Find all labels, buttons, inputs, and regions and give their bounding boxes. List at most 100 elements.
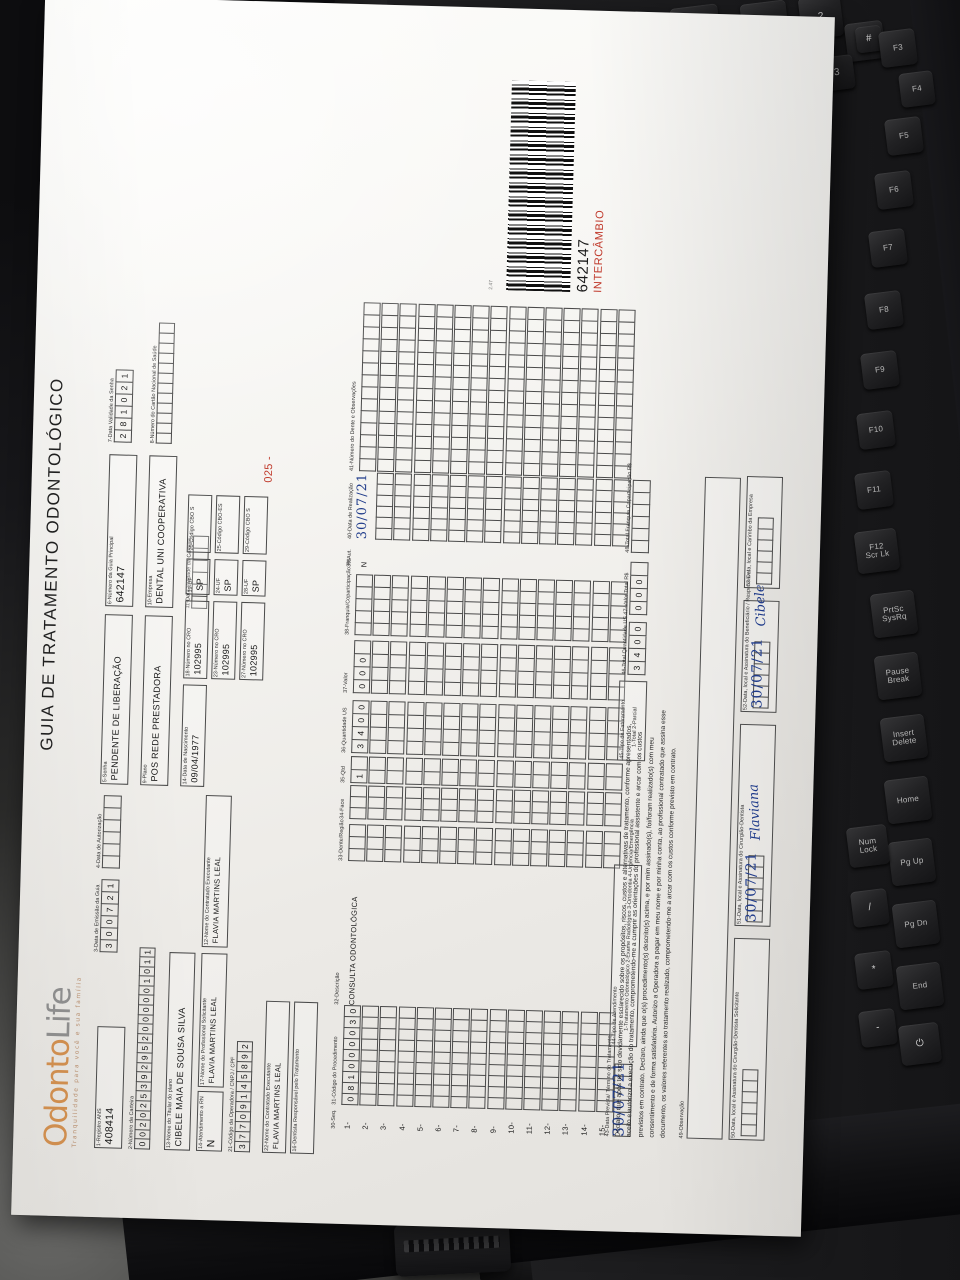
- key-f4[interactable]: F4: [898, 70, 936, 108]
- digit-comb: [516, 644, 536, 699]
- digit-comb: [630, 479, 651, 554]
- digit-comb: [541, 1010, 562, 1111]
- key-/[interactable]: /: [849, 887, 891, 929]
- digit-comb: [577, 308, 600, 478]
- key-f7[interactable]: F7: [867, 227, 909, 269]
- key-f11[interactable]: F11: [853, 469, 895, 511]
- key-prtsc-sysrq[interactable]: PrtSc SysRq: [869, 589, 919, 639]
- key-pg-dn[interactable]: Pg Dn: [891, 899, 941, 949]
- row-seq: 1-: [342, 1121, 352, 1130]
- row-seq: 7-: [451, 1124, 461, 1133]
- digit-comb: [461, 643, 481, 697]
- digit-comb: [475, 827, 494, 866]
- key-f5[interactable]: F5: [883, 115, 925, 157]
- digit-comb: [389, 641, 408, 695]
- key-f3[interactable]: F3: [877, 27, 919, 69]
- digit-comb: [425, 642, 445, 696]
- digit-comb: [377, 1005, 398, 1107]
- row-seq: 8-: [469, 1125, 480, 1133]
- digit-comb: [405, 701, 425, 756]
- field-value: 102995: [248, 644, 260, 677]
- key--[interactable]: -: [857, 1007, 899, 1049]
- digit-comb: [413, 303, 436, 474]
- digit-comb: [575, 478, 595, 546]
- digit-comb: [514, 760, 532, 789]
- field-value: SP: [222, 578, 233, 592]
- digit-comb: [431, 304, 454, 474]
- key-insert-delete[interactable]: Insert Delete: [879, 713, 929, 763]
- key-pg-up[interactable]: Pg Up: [887, 837, 937, 887]
- key-num-lock[interactable]: Num Lock: [845, 823, 891, 869]
- field-label: 24-UF: [215, 577, 222, 594]
- key-f9[interactable]: F9: [859, 349, 901, 391]
- digit-comb: [395, 1006, 416, 1107]
- row-seq: 2-: [360, 1122, 371, 1130]
- digit-comb: [536, 579, 556, 641]
- digit-comb: [513, 789, 531, 825]
- field-52-date-handwritten: 30/07/21: [749, 637, 766, 709]
- table-col-data_real: 40-Data de Realização: [347, 482, 355, 540]
- field-label: 1-Registro ANS: [95, 1108, 103, 1147]
- digit-comb: [584, 830, 603, 869]
- digit-comb: [449, 304, 472, 475]
- digit-comb: [540, 307, 563, 477]
- digit-comb: [557, 477, 577, 546]
- digit-comb: [375, 472, 395, 541]
- digit-comb: [595, 308, 618, 479]
- field-label: 28-UF: [243, 578, 250, 595]
- digit-comb: [348, 824, 367, 862]
- digit-comb: [502, 476, 522, 544]
- key-end[interactable]: End: [895, 961, 945, 1011]
- key-⏻[interactable]: ⏻: [897, 1021, 943, 1067]
- table-col-dente: 33-Dente/Região: [338, 819, 346, 861]
- digit-comb: [443, 642, 463, 697]
- digit-comb: [602, 831, 621, 869]
- signature-52: Cibele: [752, 584, 770, 627]
- digit-comb: [385, 786, 404, 821]
- digit-comb: [498, 644, 517, 698]
- digit-comb: [458, 788, 477, 823]
- digit-comb: [590, 580, 610, 643]
- digit-comb: [390, 575, 410, 637]
- digit-comb: [559, 1011, 580, 1112]
- field-label: 20-Código CBO S: [188, 506, 196, 551]
- digit-comb: [587, 706, 607, 761]
- digit-comb: [359, 1005, 380, 1106]
- field-51-date-handwritten: 30/07/21: [743, 851, 760, 923]
- row-auth: N: [359, 561, 369, 568]
- key-f12-scr-lk[interactable]: F12 Scr Lk: [853, 527, 901, 575]
- key-pause-break[interactable]: Pause Break: [873, 651, 923, 701]
- key-f6[interactable]: F6: [873, 169, 915, 211]
- digit-comb: [481, 577, 501, 640]
- key-f10[interactable]: F10: [855, 409, 897, 451]
- row-seq: 9-: [488, 1125, 498, 1134]
- digit-comb: [457, 827, 476, 865]
- digit-comb: [577, 1011, 598, 1112]
- digit-comb: [548, 829, 567, 868]
- digit-comb: [496, 704, 516, 758]
- digit-comb: [368, 756, 387, 785]
- digit-comb: [531, 790, 550, 825]
- digit-comb: [395, 303, 418, 473]
- digit-comb: [354, 574, 374, 636]
- field-label: 29-Código CBO S: [244, 508, 252, 553]
- key-*[interactable]: *: [853, 949, 895, 991]
- row-seq: 14-: [579, 1123, 589, 1136]
- table-col-qtd: 35-Qtd: [340, 765, 347, 783]
- digit-comb: [486, 305, 509, 476]
- table-col-franquia: 38-Franquia/Coparticipação R$: [344, 558, 353, 635]
- digit-comb: [518, 578, 537, 641]
- digit-comb: [372, 574, 392, 637]
- digit-comb: [442, 702, 461, 757]
- digit-comb: [386, 757, 405, 785]
- key-home[interactable]: Home: [883, 775, 933, 825]
- declaration-text: Declaro, que após ter sido devidamente e…: [614, 709, 678, 1139]
- key-f8[interactable]: F8: [863, 289, 905, 331]
- row-seq: 13-: [560, 1123, 571, 1136]
- page-title: GUIA DE TRATAMENTO ODONTOLÓGICO: [37, 377, 67, 751]
- digit-comb: [369, 700, 388, 755]
- table-col-codigo: 31-Código do Procedimento: [331, 1036, 340, 1105]
- field-value: SP: [194, 578, 205, 591]
- table-col-descricao: 32-Descrição: [334, 972, 342, 1005]
